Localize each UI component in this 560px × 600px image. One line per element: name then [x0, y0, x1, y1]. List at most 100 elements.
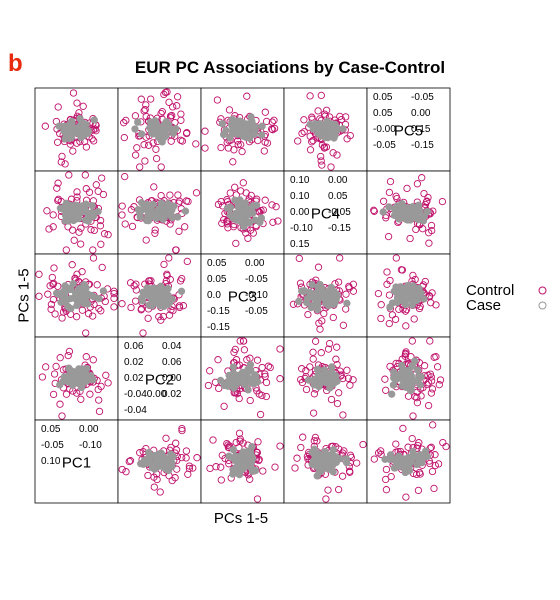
data-point-control: [78, 306, 87, 314]
data-point-control: [236, 337, 244, 345]
data-point-control: [425, 229, 433, 237]
data-point-control: [232, 239, 240, 248]
data-point-case: [303, 294, 311, 303]
data-point-case: [298, 287, 306, 295]
data-point-control: [434, 460, 443, 468]
data-point-case: [397, 204, 405, 212]
data-point-control: [158, 107, 166, 116]
data-point-control: [118, 202, 126, 210]
data-point-case: [220, 381, 229, 390]
data-point-control: [150, 483, 158, 491]
data-point-control: [382, 465, 391, 474]
data-point-control: [153, 475, 161, 484]
data-point-control: [223, 217, 231, 225]
data-point-control: [118, 211, 126, 219]
data-point-case: [388, 390, 396, 398]
data-point-case: [99, 287, 108, 295]
data-point-case: [161, 120, 169, 128]
data-point-control: [233, 390, 241, 398]
data-point-control: [41, 122, 49, 130]
splom-cell: [34, 336, 119, 421]
data-point-case: [239, 374, 248, 383]
data-point-case: [251, 125, 259, 134]
splom-cell: [200, 87, 285, 172]
data-point-control: [334, 278, 343, 286]
splom-cell: PC1 0.05 0.00 -0.05 -0.10 0.10: [34, 419, 119, 504]
data-point-control: [431, 461, 439, 470]
data-point-control: [302, 367, 310, 375]
splom-cell: [117, 87, 202, 172]
data-point-control: [325, 339, 334, 348]
data-point-control: [56, 354, 64, 362]
data-point-case: [52, 289, 61, 297]
data-point-control: [382, 386, 390, 394]
data-point-control: [409, 271, 417, 280]
data-point-case: [420, 212, 428, 220]
data-point-case: [309, 457, 318, 465]
data-point-case: [385, 203, 393, 211]
data-point-case: [177, 287, 186, 295]
data-point-case: [73, 129, 81, 137]
data-point-control: [315, 319, 323, 327]
data-point-control: [414, 486, 423, 495]
data-point-case: [63, 201, 72, 209]
data-point-control: [166, 275, 174, 284]
data-point-control: [231, 183, 239, 191]
data-point-control: [122, 116, 130, 125]
data-point-control: [47, 300, 56, 309]
data-point-control: [302, 385, 311, 394]
data-point-control: [291, 464, 299, 472]
data-point-case: [324, 452, 332, 460]
data-point-control: [223, 218, 232, 226]
data-point-control: [386, 177, 395, 186]
data-point-case: [314, 283, 322, 292]
diagonal-tick-label: 0.02: [124, 357, 144, 368]
data-point-case: [139, 460, 148, 468]
data-point-control: [85, 188, 94, 196]
data-point-control: [304, 310, 312, 319]
data-point-control: [140, 107, 148, 115]
data-point-control: [150, 183, 158, 191]
data-point-control: [147, 277, 155, 285]
data-point-case: [222, 126, 230, 135]
data-point-control: [225, 460, 233, 468]
data-point-case: [69, 373, 77, 382]
data-point-control: [218, 219, 226, 227]
data-point-case: [413, 212, 421, 220]
data-point-control: [435, 381, 443, 389]
data-point-control: [173, 93, 182, 101]
data-point-control: [276, 375, 284, 383]
data-point-control: [428, 385, 437, 393]
data-point-control: [253, 495, 262, 503]
data-point-control: [121, 172, 129, 181]
data-point-control: [398, 266, 407, 274]
diagonal-tick-label: -0.15: [207, 322, 230, 333]
data-point-control: [385, 319, 393, 328]
data-point-case: [68, 119, 76, 127]
data-point-case: [159, 294, 167, 302]
data-point-control: [377, 450, 385, 459]
data-point-case: [394, 371, 402, 380]
data-point-case: [308, 448, 316, 456]
data-point-case: [66, 130, 75, 138]
data-point-control: [334, 485, 343, 494]
data-point-case: [90, 116, 98, 124]
data-point-case: [328, 368, 336, 376]
data-point-control: [95, 304, 103, 313]
data-point-case: [144, 208, 153, 217]
data-point-control: [299, 433, 307, 441]
data-point-control: [399, 424, 407, 433]
data-point-case: [75, 372, 84, 381]
data-point-case: [413, 366, 422, 374]
data-point-control: [68, 261, 76, 269]
data-point-control: [298, 378, 307, 387]
data-point-control: [324, 345, 333, 353]
data-point-control: [61, 160, 69, 168]
data-point-control: [261, 370, 269, 378]
data-point-control: [110, 289, 118, 298]
data-point-case: [159, 134, 167, 142]
splom-cell: [117, 253, 202, 338]
data-point-control: [402, 493, 410, 501]
